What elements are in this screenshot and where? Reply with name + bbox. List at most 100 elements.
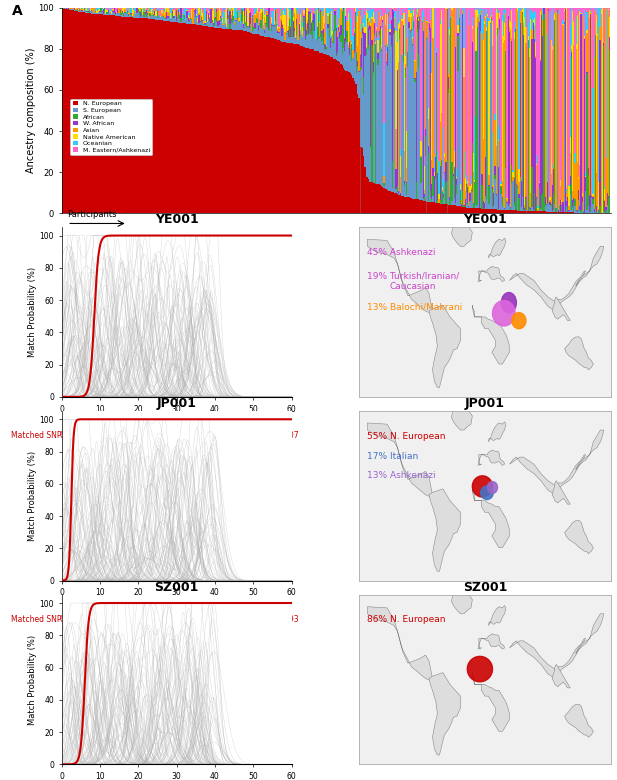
Bar [528, 40, 529, 211]
Bar [109, 13, 110, 15]
Bar [548, 9, 549, 11]
Title: YE001: YE001 [155, 213, 199, 226]
Bar [609, 8, 610, 17]
Bar [576, 17, 577, 44]
Bar [240, 24, 241, 30]
Bar [125, 12, 126, 13]
Bar [596, 15, 597, 173]
Bar [232, 30, 233, 213]
Bar [262, 36, 263, 213]
Bar [251, 16, 252, 17]
Bar [349, 73, 350, 213]
Bar [239, 22, 240, 30]
Bar [547, 34, 548, 182]
Bar [319, 8, 320, 13]
Bar [510, 210, 511, 213]
Bar [313, 8, 314, 11]
Bar [280, 8, 281, 16]
Bar [271, 16, 272, 23]
Bar [362, 28, 363, 34]
Bar [106, 9, 107, 13]
Text: 45% Ashkenazi: 45% Ashkenazi [366, 248, 435, 257]
Bar [434, 176, 435, 202]
Bar [236, 8, 238, 9]
Bar [574, 162, 576, 199]
Bar [252, 16, 254, 32]
Bar [326, 55, 327, 213]
Bar [479, 22, 480, 207]
Bar [287, 43, 288, 213]
Bar [511, 8, 512, 10]
Bar [320, 10, 321, 12]
Bar [337, 61, 338, 213]
Bar [378, 66, 379, 184]
Bar [269, 31, 270, 37]
Bar [357, 66, 358, 94]
Bar [585, 177, 586, 191]
Bar [264, 34, 265, 37]
Bar [609, 50, 610, 213]
Bar [497, 30, 498, 35]
Bar [495, 8, 497, 9]
Bar [310, 23, 312, 31]
Polygon shape [478, 634, 505, 649]
Bar [271, 23, 272, 31]
Bar [561, 205, 563, 206]
Bar [101, 12, 102, 14]
Bar [281, 8, 282, 9]
Bar [334, 16, 336, 31]
Text: 737: 737 [208, 615, 222, 623]
Bar [388, 9, 389, 12]
Bar [222, 29, 223, 213]
Bar [225, 10, 226, 23]
Bar [232, 8, 233, 9]
Bar [398, 20, 399, 23]
Bar [475, 205, 476, 208]
Bar [605, 210, 607, 213]
Bar [457, 33, 458, 36]
Bar [476, 27, 478, 206]
Bar [500, 181, 502, 183]
Bar [181, 23, 183, 213]
Bar [223, 8, 225, 12]
Bar [242, 24, 244, 27]
Bar [354, 52, 355, 81]
Polygon shape [473, 672, 510, 732]
Bar [251, 19, 252, 31]
Bar [507, 8, 508, 198]
Bar [532, 209, 534, 211]
Bar [289, 20, 291, 38]
Bar [547, 183, 548, 203]
Bar [84, 12, 85, 213]
Bar [500, 186, 502, 194]
Bar [267, 37, 268, 213]
Bar [245, 31, 246, 213]
Bar [172, 11, 173, 13]
Bar [486, 199, 487, 209]
Bar [600, 40, 601, 206]
Bar [609, 37, 610, 50]
Bar [117, 8, 118, 9]
Bar [535, 12, 536, 42]
Bar [332, 8, 333, 30]
Bar [487, 18, 489, 209]
Bar [254, 34, 255, 213]
Bar [222, 8, 223, 17]
Bar [129, 9, 130, 15]
Bar [467, 204, 468, 205]
Bar [218, 28, 220, 213]
Bar [342, 10, 343, 11]
Bar [275, 8, 276, 10]
Bar [374, 23, 375, 34]
Bar [600, 27, 601, 40]
Bar [194, 8, 195, 9]
Bar [482, 201, 484, 208]
Bar [408, 9, 410, 10]
Bar [384, 14, 386, 25]
Bar [404, 181, 405, 183]
Bar [466, 192, 467, 207]
Bar [443, 197, 444, 204]
Bar [209, 16, 210, 17]
Bar [463, 207, 465, 213]
Bar [212, 8, 213, 11]
